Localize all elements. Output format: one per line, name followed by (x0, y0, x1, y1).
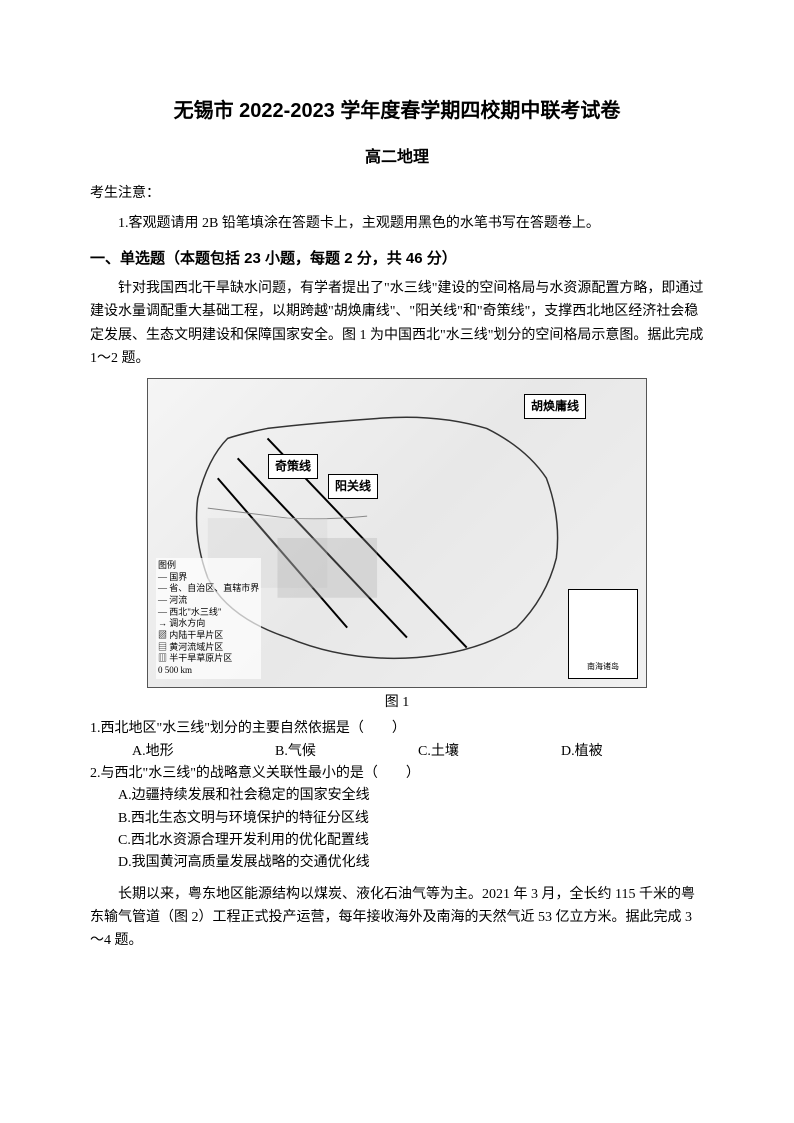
exam-subtitle: 高二地理 (90, 145, 704, 171)
legend-title: 图例 (158, 560, 259, 572)
map-label-qice: 奇策线 (268, 454, 318, 479)
q1-opt-b: B.气候 (275, 741, 418, 763)
q1-opt-a: A.地形 (132, 741, 275, 763)
inset-label: 南海诸岛 (587, 661, 619, 674)
map-legend: 图例 — 国界 — 省、自治区、直辖市界 — 河流 — 西北"水三线" → 调水… (156, 558, 261, 679)
question-1: 1.西北地区"水三线"划分的主要自然依据是（ ） A.地形 B.气候 C.土壤 … (90, 718, 704, 763)
map-scale: 0 500 km (158, 665, 259, 677)
q2-options: A.边疆持续发展和社会稳定的国家安全线 B.西北生态文明与环境保护的特征分区线 … (90, 785, 704, 875)
map-label-huhuanyong: 胡焕庸线 (524, 394, 586, 419)
notice-text: 1.客观题请用 2B 铅笔填涂在答题卡上，主观题用黑色的水笔书写在答题卷上。 (90, 213, 704, 235)
notice-label: 考生注意： (90, 183, 704, 205)
map-label-yangguan: 阳关线 (328, 474, 378, 499)
figure-caption-1: 图 1 (90, 692, 704, 714)
q1-stem: 1.西北地区"水三线"划分的主要自然依据是（ ） (90, 718, 704, 740)
q2-stem: 2.与西北"水三线"的战略意义关联性最小的是（ ） (90, 763, 704, 785)
q1-opt-c: C.土壤 (418, 741, 561, 763)
map-inset: 南海诸岛 (568, 589, 638, 679)
china-map: 胡焕庸线 奇策线 阳关线 图例 — 国界 — 省、自治区、直辖市界 — 河流 —… (147, 378, 647, 688)
q2-opt-b: B.西北生态文明与环境保护的特征分区线 (118, 808, 704, 830)
exam-title: 无锡市 2022-2023 学年度春学期四校期中联考试卷 (90, 95, 704, 127)
passage-2: 长期以来，粤东地区能源结构以煤炭、液化石油气等为主。2021 年 3 月，全长约… (90, 883, 704, 952)
q2-opt-c: C.西北水资源合理开发利用的优化配置线 (118, 830, 704, 852)
section-header: 一、单选题（本题包括 23 小题，每题 2 分，共 46 分） (90, 247, 704, 271)
q1-options: A.地形 B.气候 C.土壤 D.植被 (90, 741, 704, 763)
q1-opt-d: D.植被 (561, 741, 704, 763)
q2-opt-a: A.边疆持续发展和社会稳定的国家安全线 (118, 785, 704, 807)
question-2: 2.与西北"水三线"的战略意义关联性最小的是（ ） A.边疆持续发展和社会稳定的… (90, 763, 704, 875)
map-container: 胡焕庸线 奇策线 阳关线 图例 — 国界 — 省、自治区、直辖市界 — 河流 —… (90, 378, 704, 688)
q2-opt-d: D.我国黄河高质量发展战略的交通优化线 (118, 852, 704, 874)
legend-items: — 国界 — 省、自治区、直辖市界 — 河流 — 西北"水三线" → 调水方向 … (158, 572, 259, 666)
passage-1: 针对我国西北干旱缺水问题，有学者提出了"水三线"建设的空间格局与水资源配置方略，… (90, 277, 704, 369)
